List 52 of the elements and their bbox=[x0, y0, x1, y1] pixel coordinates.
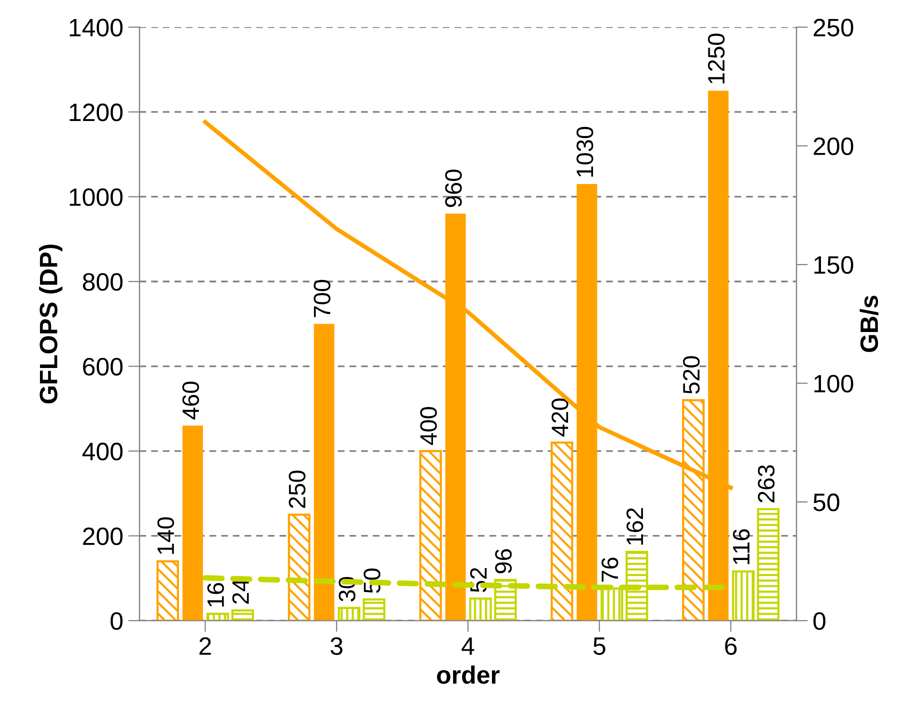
bar bbox=[314, 324, 334, 621]
bar bbox=[419, 450, 442, 621]
bar bbox=[156, 560, 180, 621]
y-tick-label: 800 bbox=[82, 273, 123, 291]
x-tick-label: 2 bbox=[200, 637, 211, 655]
y-tick-label: 1000 bbox=[70, 188, 123, 206]
bar bbox=[756, 508, 780, 621]
y2-tick-label: 200 bbox=[814, 137, 854, 156]
data-label: 400 bbox=[420, 407, 437, 445]
data-label: 76 bbox=[602, 558, 618, 582]
y-tick-label: 1200 bbox=[70, 104, 123, 122]
x-tick-label: 3 bbox=[330, 637, 342, 655]
data-label: 960 bbox=[445, 170, 462, 208]
data-label: 700 bbox=[314, 280, 330, 318]
y-tick-label: 400 bbox=[82, 442, 123, 460]
y2-tick-label: 50 bbox=[813, 494, 840, 512]
data-label: 162 bbox=[626, 508, 644, 545]
bar bbox=[206, 612, 229, 621]
data-label: 263 bbox=[758, 465, 775, 502]
data-label: 16 bbox=[207, 583, 224, 606]
data-label: 1030 bbox=[576, 126, 594, 177]
data-label: 250 bbox=[288, 470, 306, 508]
y-tick-label: 0 bbox=[110, 612, 123, 630]
y2-tick-label: 250 bbox=[814, 18, 854, 36]
y-tick-label: 600 bbox=[83, 358, 123, 376]
y-tick-label: 1400 bbox=[70, 18, 123, 36]
bar bbox=[288, 514, 310, 621]
data-label: 140 bbox=[157, 517, 174, 554]
bar bbox=[732, 570, 755, 621]
bar bbox=[231, 609, 254, 621]
y2-tick-label: 0 bbox=[813, 612, 826, 630]
x-axis-title: order bbox=[437, 665, 500, 684]
y-tick-label: 200 bbox=[83, 527, 123, 546]
y2-tick-label: 100 bbox=[814, 374, 854, 393]
data-label: 1250 bbox=[708, 34, 725, 84]
data-label: 96 bbox=[495, 549, 512, 574]
bar bbox=[182, 426, 203, 621]
data-label: 520 bbox=[682, 356, 700, 394]
data-label: 460 bbox=[182, 382, 200, 420]
bar bbox=[362, 598, 386, 621]
data-label: 420 bbox=[552, 398, 568, 436]
x-tick-label: 4 bbox=[462, 638, 474, 655]
y2-axis-title: GB/s bbox=[860, 296, 878, 352]
data-label: 24 bbox=[232, 579, 249, 604]
bar bbox=[469, 598, 492, 621]
data-label: 116 bbox=[732, 529, 750, 564]
x-tick-label: 5 bbox=[593, 638, 606, 655]
y-axis-title: GFLOPS (DP) bbox=[39, 244, 62, 404]
bar bbox=[550, 442, 574, 621]
bar bbox=[338, 606, 360, 621]
x-tick-label: 6 bbox=[725, 637, 737, 655]
y2-tick-label: 150 bbox=[814, 256, 854, 274]
